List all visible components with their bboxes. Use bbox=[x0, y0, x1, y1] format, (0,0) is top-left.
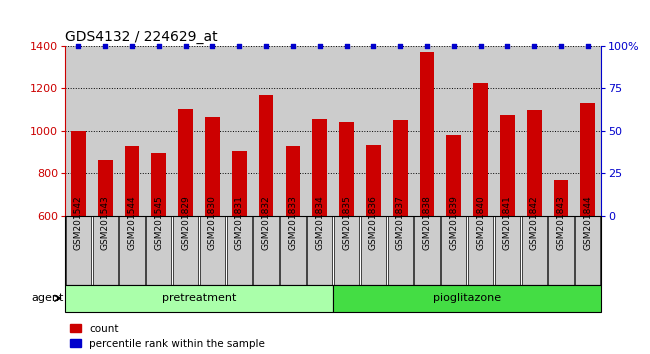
FancyBboxPatch shape bbox=[575, 216, 601, 285]
Text: pioglitazone: pioglitazone bbox=[433, 293, 501, 303]
FancyBboxPatch shape bbox=[120, 216, 145, 285]
FancyBboxPatch shape bbox=[307, 216, 332, 285]
FancyBboxPatch shape bbox=[227, 216, 252, 285]
Point bbox=[395, 43, 406, 49]
Bar bbox=[393, 120, 408, 216]
Point bbox=[181, 43, 191, 49]
Bar bbox=[205, 117, 220, 216]
Point bbox=[207, 43, 218, 49]
Point bbox=[422, 43, 432, 49]
Bar bbox=[98, 160, 112, 216]
Bar bbox=[232, 151, 246, 216]
Point bbox=[448, 43, 459, 49]
FancyBboxPatch shape bbox=[66, 216, 91, 285]
Point bbox=[502, 43, 513, 49]
Text: GSM201831: GSM201831 bbox=[235, 195, 244, 251]
Bar bbox=[447, 135, 461, 216]
Text: GSM201844: GSM201844 bbox=[583, 196, 592, 251]
Text: GSM201829: GSM201829 bbox=[181, 196, 190, 251]
Bar bbox=[554, 180, 568, 216]
Text: GSM201545: GSM201545 bbox=[154, 196, 163, 251]
FancyBboxPatch shape bbox=[254, 216, 279, 285]
Point bbox=[261, 43, 271, 49]
Bar bbox=[473, 83, 488, 216]
Point bbox=[556, 43, 566, 49]
Bar bbox=[339, 122, 354, 216]
FancyBboxPatch shape bbox=[414, 216, 439, 285]
Text: GSM201544: GSM201544 bbox=[127, 196, 136, 251]
Text: GSM201843: GSM201843 bbox=[556, 196, 566, 251]
Point bbox=[368, 43, 378, 49]
Point bbox=[234, 43, 244, 49]
Text: GSM201543: GSM201543 bbox=[101, 196, 110, 251]
Point bbox=[127, 43, 137, 49]
Text: GSM201830: GSM201830 bbox=[208, 195, 217, 251]
Text: agent: agent bbox=[31, 293, 64, 303]
Text: GDS4132 / 224629_at: GDS4132 / 224629_at bbox=[65, 30, 218, 44]
Text: GSM201838: GSM201838 bbox=[422, 195, 432, 251]
FancyBboxPatch shape bbox=[468, 216, 493, 285]
Text: pretreatment: pretreatment bbox=[162, 293, 236, 303]
Point bbox=[582, 43, 593, 49]
Bar bbox=[178, 109, 193, 216]
Bar bbox=[500, 115, 515, 216]
Text: GSM201840: GSM201840 bbox=[476, 196, 485, 251]
Bar bbox=[71, 131, 86, 216]
Point bbox=[315, 43, 325, 49]
FancyBboxPatch shape bbox=[280, 216, 305, 285]
Point bbox=[153, 43, 164, 49]
Bar bbox=[125, 146, 139, 216]
Bar bbox=[151, 153, 166, 216]
Text: GSM201836: GSM201836 bbox=[369, 195, 378, 251]
Text: GSM201834: GSM201834 bbox=[315, 196, 324, 251]
FancyBboxPatch shape bbox=[521, 216, 547, 285]
FancyBboxPatch shape bbox=[441, 216, 467, 285]
Bar bbox=[420, 52, 434, 216]
Point bbox=[288, 43, 298, 49]
FancyBboxPatch shape bbox=[92, 216, 118, 285]
Point bbox=[73, 43, 84, 49]
Point bbox=[100, 43, 110, 49]
Bar bbox=[285, 146, 300, 216]
Bar bbox=[580, 103, 595, 216]
Text: GSM201842: GSM201842 bbox=[530, 196, 539, 251]
FancyBboxPatch shape bbox=[334, 216, 359, 285]
Text: GSM201832: GSM201832 bbox=[261, 196, 270, 251]
FancyBboxPatch shape bbox=[495, 216, 520, 285]
Bar bbox=[259, 95, 274, 216]
FancyBboxPatch shape bbox=[387, 216, 413, 285]
Text: GSM201837: GSM201837 bbox=[396, 195, 405, 251]
Text: GSM201542: GSM201542 bbox=[74, 196, 83, 251]
Bar bbox=[366, 145, 381, 216]
FancyBboxPatch shape bbox=[361, 216, 386, 285]
FancyBboxPatch shape bbox=[65, 285, 333, 312]
Text: GSM201841: GSM201841 bbox=[503, 196, 512, 251]
FancyBboxPatch shape bbox=[146, 216, 172, 285]
Bar bbox=[313, 119, 327, 216]
FancyBboxPatch shape bbox=[200, 216, 225, 285]
FancyBboxPatch shape bbox=[549, 216, 574, 285]
FancyBboxPatch shape bbox=[333, 285, 601, 312]
Point bbox=[341, 43, 352, 49]
Point bbox=[475, 43, 486, 49]
Text: GSM201833: GSM201833 bbox=[289, 195, 298, 251]
FancyBboxPatch shape bbox=[173, 216, 198, 285]
Bar bbox=[527, 110, 541, 216]
Text: GSM201839: GSM201839 bbox=[449, 195, 458, 251]
Text: GSM201835: GSM201835 bbox=[342, 195, 351, 251]
Point bbox=[529, 43, 539, 49]
Legend: count, percentile rank within the sample: count, percentile rank within the sample bbox=[70, 324, 265, 349]
